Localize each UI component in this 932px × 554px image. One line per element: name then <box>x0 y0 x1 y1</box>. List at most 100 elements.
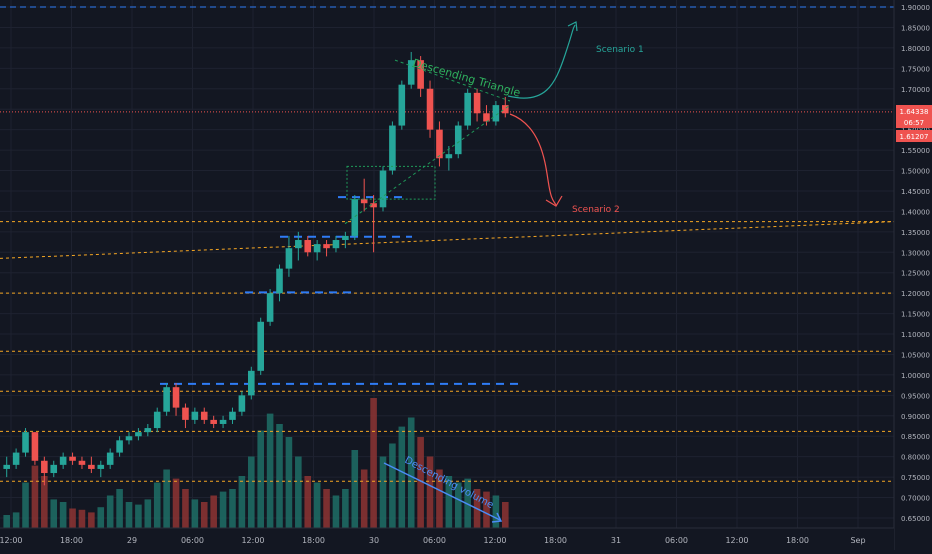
price-tick-label: 1.15000 <box>901 311 930 319</box>
volume-bar <box>398 426 406 528</box>
volume-bar <box>12 512 20 528</box>
time-tick-label: 31 <box>611 536 621 545</box>
volume-bar <box>389 443 396 528</box>
volume-bar <box>323 489 330 528</box>
volume-bar <box>191 499 199 528</box>
volume-bar <box>116 489 123 528</box>
volume-bar <box>285 437 293 528</box>
price-tick-label: 0.70000 <box>901 495 930 503</box>
time-tick-label: 12:00 <box>483 536 506 545</box>
time-tick-label: 18:00 <box>544 536 567 545</box>
volume-arrowhead <box>491 512 503 523</box>
price-tick-label: 1.55000 <box>901 147 930 155</box>
last-price-tag <box>896 105 932 117</box>
price-axis-bg <box>894 0 932 550</box>
grid <box>0 0 894 528</box>
volume-bar <box>332 495 340 528</box>
volume-bar <box>31 465 39 528</box>
candle-body <box>445 154 453 159</box>
volume-bar <box>304 476 312 528</box>
candle-body <box>332 240 340 249</box>
time-tick-label: 06:00 <box>665 536 688 545</box>
volume-bar <box>454 482 462 528</box>
time-tick-label: Sep <box>850 536 865 545</box>
candle-body <box>229 411 236 420</box>
volume-bar <box>135 504 142 528</box>
volume-bar <box>153 482 161 528</box>
candle-body <box>370 203 377 208</box>
volume-bar <box>106 495 114 528</box>
candle-body <box>191 411 199 420</box>
volume-bar <box>426 456 434 528</box>
volume-bar <box>3 515 10 528</box>
time-tick-label: 18:00 <box>302 536 325 545</box>
volume-bar <box>445 476 453 528</box>
scenario1-arrowhead <box>567 21 578 32</box>
candle-body <box>417 60 424 89</box>
volume-bar <box>295 456 302 528</box>
volume-bar <box>78 509 86 528</box>
candle-body <box>464 92 471 126</box>
price-tick-label: 0.95000 <box>901 392 930 400</box>
volume-bar <box>379 456 387 528</box>
candle-body <box>182 407 189 420</box>
price-tick-label: 1.70000 <box>901 86 930 94</box>
volume-bar <box>276 424 283 528</box>
candle-body <box>351 199 359 236</box>
volume-bar <box>417 437 424 528</box>
volume-bar <box>59 502 67 528</box>
candle-body <box>389 125 396 171</box>
price-tick-label: 0.75000 <box>901 474 930 482</box>
orange-trendline <box>0 221 895 259</box>
candle-body <box>200 411 208 420</box>
volume-bar <box>360 469 368 528</box>
candle-body <box>342 235 349 241</box>
time-tick-label: 18:00 <box>60 536 83 545</box>
volume-bars <box>3 398 509 528</box>
scenario2-arrow <box>509 113 557 206</box>
volume-bar <box>200 502 208 528</box>
volume-bar <box>163 469 170 528</box>
candle-body <box>106 452 114 465</box>
volume-bar <box>210 495 217 528</box>
price-tick-label: 0.65000 <box>901 515 930 523</box>
candle-body <box>502 105 509 114</box>
scenario2-arrowhead <box>545 195 563 207</box>
scenario1-arrow <box>507 24 576 99</box>
price-tick-label: 1.25000 <box>901 270 930 278</box>
candle-body <box>144 428 152 433</box>
volume-bar <box>313 482 321 528</box>
price-tick-label: 1.35000 <box>901 229 930 237</box>
price-tick-label: 1.90000 <box>901 4 930 12</box>
volume-bar <box>351 450 359 528</box>
volume-bar <box>266 413 274 528</box>
countdown-text: 06:57 <box>904 119 924 127</box>
triangle-lower-line <box>344 104 511 225</box>
candle-body <box>379 170 387 208</box>
candle-body <box>313 244 321 253</box>
volume-bar <box>219 491 227 528</box>
candle-body <box>304 240 312 253</box>
candle-body <box>41 460 48 474</box>
candle-body <box>88 464 95 469</box>
volume-bar <box>238 476 246 528</box>
volume-bar <box>88 512 95 528</box>
candle-body <box>483 113 490 122</box>
candle-body <box>59 456 67 465</box>
volume-bar <box>41 476 48 528</box>
candle-body <box>172 387 180 408</box>
candle-body <box>69 456 76 461</box>
price-tick-label: 1.30000 <box>901 249 930 257</box>
candle-body <box>492 105 500 122</box>
volume-bar <box>407 417 415 528</box>
volume-bar <box>502 502 509 528</box>
time-axis[interactable]: 12:00 18:00 29 06:00 12:00 18:00 30 06:00 12:00 1… <box>0 536 866 545</box>
price-tick-label: 1.00000 <box>901 372 930 380</box>
candle-body <box>454 125 462 155</box>
candle-body <box>135 432 142 437</box>
candle-body <box>163 387 170 412</box>
candle-body <box>238 395 246 412</box>
